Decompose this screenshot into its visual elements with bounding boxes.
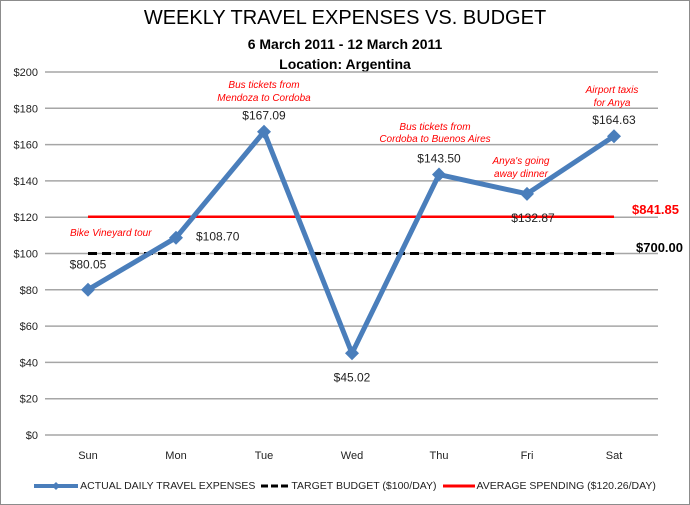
data-label: $167.09 [242,109,286,123]
legend-item-average: AVERAGE SPENDING ($120.26/DAY) [442,480,656,492]
annotation-sat-line2: for Anya [594,98,631,109]
annotation-tue-line1: Bus tickets from [228,80,299,91]
annotation-mon: Bike Vineyard tour [70,228,152,239]
x-tick-label: Sun [78,450,98,462]
x-tick-label: Sat [606,450,623,462]
x-tick-label: Tue [255,450,274,462]
gridlines [45,71,658,436]
data-label: $108.70 [196,230,240,244]
legend-red-line-icon [442,484,475,488]
legend-label-actual: ACTUAL DAILY TRAVEL EXPENSES [80,480,256,492]
data-label: $45.02 [334,370,371,384]
y-axis-ticks: $0 $20 $40 $60 $80 $100 $120 $140 $160 $180 $200 [14,67,38,442]
x-tick-label: Fri [521,450,534,462]
diamond-marker-icon [257,124,271,139]
legend-label-average: AVERAGE SPENDING ($120.26/DAY) [476,480,656,492]
legend-label-budget: TARGET BUDGET ($100/DAY) [291,480,437,492]
data-labels: $80.05 $108.70 $167.09 $45.02 $143.50 $132.87… [70,109,636,385]
y-tick-label: $0 [26,430,38,442]
legend-dashed-line-icon [261,484,290,488]
y-tick-label: $200 [14,67,38,79]
y-tick-label: $160 [14,140,38,152]
data-label: $80.05 [70,258,107,272]
legend: ACTUAL DAILY TRAVEL EXPENSES TARGET BUDG… [0,480,690,492]
annotation-sat-line1: Airport taxis [585,85,639,96]
data-label: $143.50 [417,152,461,166]
diamond-marker-icon [520,186,534,201]
y-tick-label: $140 [14,176,38,188]
chart-title: WEEKLY TRAVEL EXPENSES VS. BUDGET [143,7,547,29]
annotation-tue-line2: Mendoza to Cordoba [217,93,311,104]
y-tick-label: $80 [20,285,38,297]
chart-date-range: 6 March 2011 - 12 March 2011 [247,36,443,52]
chart-location: Location: Argentina [279,56,411,72]
diamond-marker-icon [169,230,183,245]
diamond-marker-icon [345,346,359,361]
x-axis-ticks: Sun Mon Tue Wed Thu Fri Sat [78,450,622,462]
annotation-thu-line2: Cordoba to Buenos Aires [379,134,490,145]
data-label: $164.63 [592,113,636,127]
x-tick-label: Thu [430,450,449,462]
annotation-fri-line1: Anya's going [492,156,550,167]
legend-item-budget: TARGET BUDGET ($100/DAY) [261,480,437,492]
x-tick-label: Mon [165,450,186,462]
x-tick-label: Wed [341,450,363,462]
y-tick-label: $60 [20,321,38,333]
annotations: Bike Vineyard tour Bus tickets from Mend… [70,80,638,239]
annotation-fri-line2: away dinner [494,169,549,180]
y-tick-label: $40 [20,357,38,369]
series-group [81,124,621,361]
legend-item-actual: ACTUAL DAILY TRAVEL EXPENSES [34,480,255,492]
y-tick-label: $120 [14,212,38,224]
data-label: $132.87 [511,211,555,225]
diamond-marker-icon [81,282,95,297]
diamond-marker-icon [432,167,446,182]
y-tick-label: $180 [14,103,38,115]
y-tick-label: $20 [20,394,38,406]
legend-line-diamond-icon [34,482,79,490]
budget-total-label: $700.00 [636,240,683,255]
annotation-thu-line1: Bus tickets from [399,122,470,133]
average-total-label: $841.85 [632,202,679,217]
y-tick-label: $100 [14,249,38,261]
diamond-marker-icon [607,129,621,144]
